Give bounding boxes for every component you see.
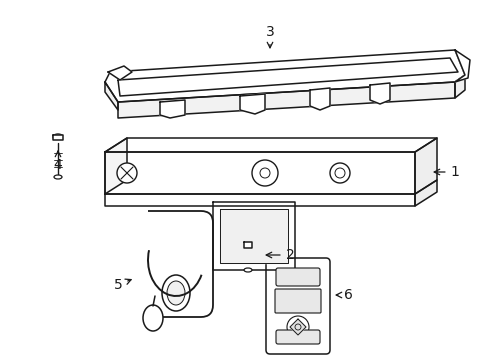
Text: 4: 4 bbox=[54, 151, 62, 172]
Ellipse shape bbox=[53, 134, 63, 140]
Polygon shape bbox=[244, 242, 251, 248]
Polygon shape bbox=[414, 180, 436, 206]
Ellipse shape bbox=[162, 275, 190, 311]
Ellipse shape bbox=[142, 305, 163, 331]
Polygon shape bbox=[289, 319, 305, 335]
Polygon shape bbox=[118, 82, 454, 118]
Polygon shape bbox=[105, 194, 414, 206]
Polygon shape bbox=[108, 66, 132, 80]
Ellipse shape bbox=[244, 268, 251, 272]
Text: 1: 1 bbox=[433, 165, 459, 179]
Polygon shape bbox=[454, 50, 469, 82]
FancyBboxPatch shape bbox=[274, 289, 320, 313]
FancyBboxPatch shape bbox=[265, 258, 329, 354]
Circle shape bbox=[260, 168, 269, 178]
Circle shape bbox=[251, 160, 278, 186]
Polygon shape bbox=[454, 75, 464, 98]
Polygon shape bbox=[369, 83, 389, 104]
Circle shape bbox=[329, 163, 349, 183]
Ellipse shape bbox=[167, 281, 184, 305]
Polygon shape bbox=[414, 138, 436, 194]
Polygon shape bbox=[220, 209, 287, 263]
Text: 3: 3 bbox=[265, 25, 274, 48]
FancyBboxPatch shape bbox=[275, 330, 319, 344]
Polygon shape bbox=[105, 50, 464, 102]
Polygon shape bbox=[213, 202, 294, 270]
Circle shape bbox=[334, 168, 345, 178]
Ellipse shape bbox=[54, 175, 62, 179]
Polygon shape bbox=[160, 100, 184, 118]
Polygon shape bbox=[105, 138, 436, 152]
Bar bbox=[108, 208, 148, 318]
Circle shape bbox=[117, 163, 137, 183]
FancyBboxPatch shape bbox=[121, 211, 213, 317]
Polygon shape bbox=[105, 82, 118, 110]
Text: 5: 5 bbox=[113, 278, 131, 292]
Text: 6: 6 bbox=[335, 288, 352, 302]
Polygon shape bbox=[309, 88, 329, 110]
Circle shape bbox=[286, 316, 308, 338]
Polygon shape bbox=[118, 58, 457, 96]
Polygon shape bbox=[105, 152, 414, 194]
Polygon shape bbox=[105, 138, 127, 194]
FancyBboxPatch shape bbox=[275, 268, 319, 286]
Circle shape bbox=[294, 324, 301, 330]
Polygon shape bbox=[53, 135, 63, 140]
Polygon shape bbox=[240, 94, 264, 114]
Text: 2: 2 bbox=[265, 248, 294, 262]
